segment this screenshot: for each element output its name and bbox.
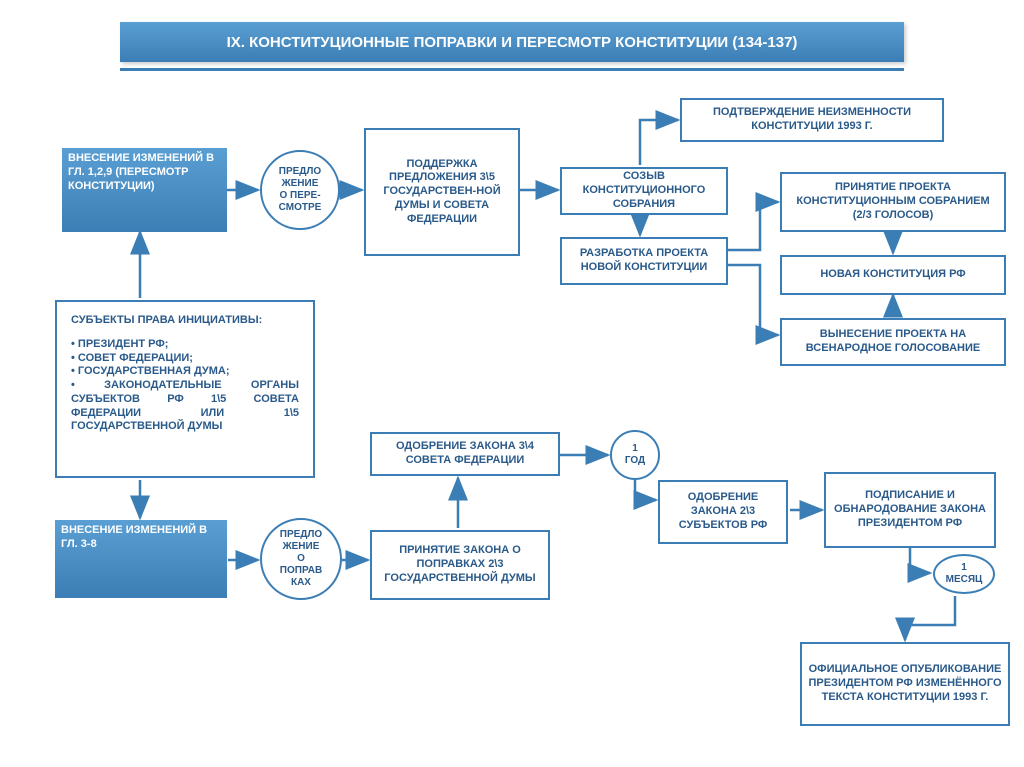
node-support-35: ПОДДЕРЖКА ПРЕДЛОЖЕНИЯ 3\5 ГОСУДАРСТВЕН-Н… bbox=[364, 128, 520, 256]
node-amend-ch129: ВНЕСЕНИЕ ИЗМЕНЕНИЙ В ГЛ. 1,2,9 (ПЕРЕСМОТ… bbox=[62, 148, 227, 232]
node-1-month-label: 1 МЕСЯЦ bbox=[946, 562, 983, 586]
node-1-year: 1 ГОД bbox=[610, 430, 660, 480]
node-approve-34-sf: ОДОБРЕНИЕ ЗАКОНА 3\4 СОВЕТА ФЕДЕРАЦИИ bbox=[370, 432, 560, 476]
subjects-body: • ПРЕЗИДЕНТ РФ; • СОВЕТ ФЕДЕРАЦИИ; • ГОС… bbox=[71, 338, 299, 434]
node-draft-new: РАЗРАБОТКА ПРОЕКТА НОВОЙ КОНСТИТУЦИИ bbox=[560, 237, 728, 285]
node-approve-23-subjects: ОДОБРЕНИЕ ЗАКОНА 2\3 СУБЪЕКТОВ РФ bbox=[658, 480, 788, 544]
title-banner: IX. КОНСТИТУЦИОННЫЕ ПОПРАВКИ И ПЕРЕСМОТР… bbox=[120, 22, 904, 62]
node-amend-ch38: ВНЕСЕНИЕ ИЗМЕНЕНИЙ В ГЛ. 3-8 bbox=[55, 520, 227, 598]
node-1-month: 1 МЕСЯЦ bbox=[933, 554, 995, 594]
subjects-header: СУБЪЕКТЫ ПРАВА ИНИЦИАТИВЫ: bbox=[71, 314, 262, 328]
node-referendum: ВЫНЕСЕНИЕ ПРОЕКТА НА ВСЕНАРОДНОЕ ГОЛОСОВ… bbox=[780, 318, 1006, 366]
node-convene-assembly: СОЗЫВ КОНСТИТУЦИОННОГО СОБРАНИЯ bbox=[560, 167, 728, 215]
node-subjects: СУБЪЕКТЫ ПРАВА ИНИЦИАТИВЫ: • ПРЕЗИДЕНТ Р… bbox=[55, 300, 315, 478]
node-official-publication: ОФИЦИАЛЬНОЕ ОПУБЛИКОВАНИЕ ПРЕЗИДЕНТОМ РФ… bbox=[800, 642, 1010, 726]
node-sign-publish: ПОДПИСАНИЕ И ОБНАРОДОВАНИЕ ЗАКОНА ПРЕЗИД… bbox=[824, 472, 996, 548]
node-proposal-review: ПРЕДЛО ЖЕНИЕ О ПЕРЕ- СМОТРЕ bbox=[260, 150, 340, 230]
node-adopt-law-23: ПРИНЯТИЕ ЗАКОНА О ПОПРАВКАХ 2\3 ГОСУДАРС… bbox=[370, 530, 550, 600]
node-new-constitution: НОВАЯ КОНСТИТУЦИЯ РФ bbox=[780, 255, 1006, 295]
node-proposal-amend: ПРЕДЛО ЖЕНИЕ О ПОПРАВ КАХ bbox=[260, 518, 342, 600]
node-confirm-1993: ПОДТВЕРЖДЕНИЕ НЕИЗМЕННОСТИ КОНСТИТУЦИИ 1… bbox=[680, 98, 944, 142]
title-underline bbox=[120, 68, 904, 71]
node-adopt-23: ПРИНЯТИЕ ПРОЕКТА КОНСТИТУЦИОННЫМ СОБРАНИ… bbox=[780, 172, 1006, 232]
